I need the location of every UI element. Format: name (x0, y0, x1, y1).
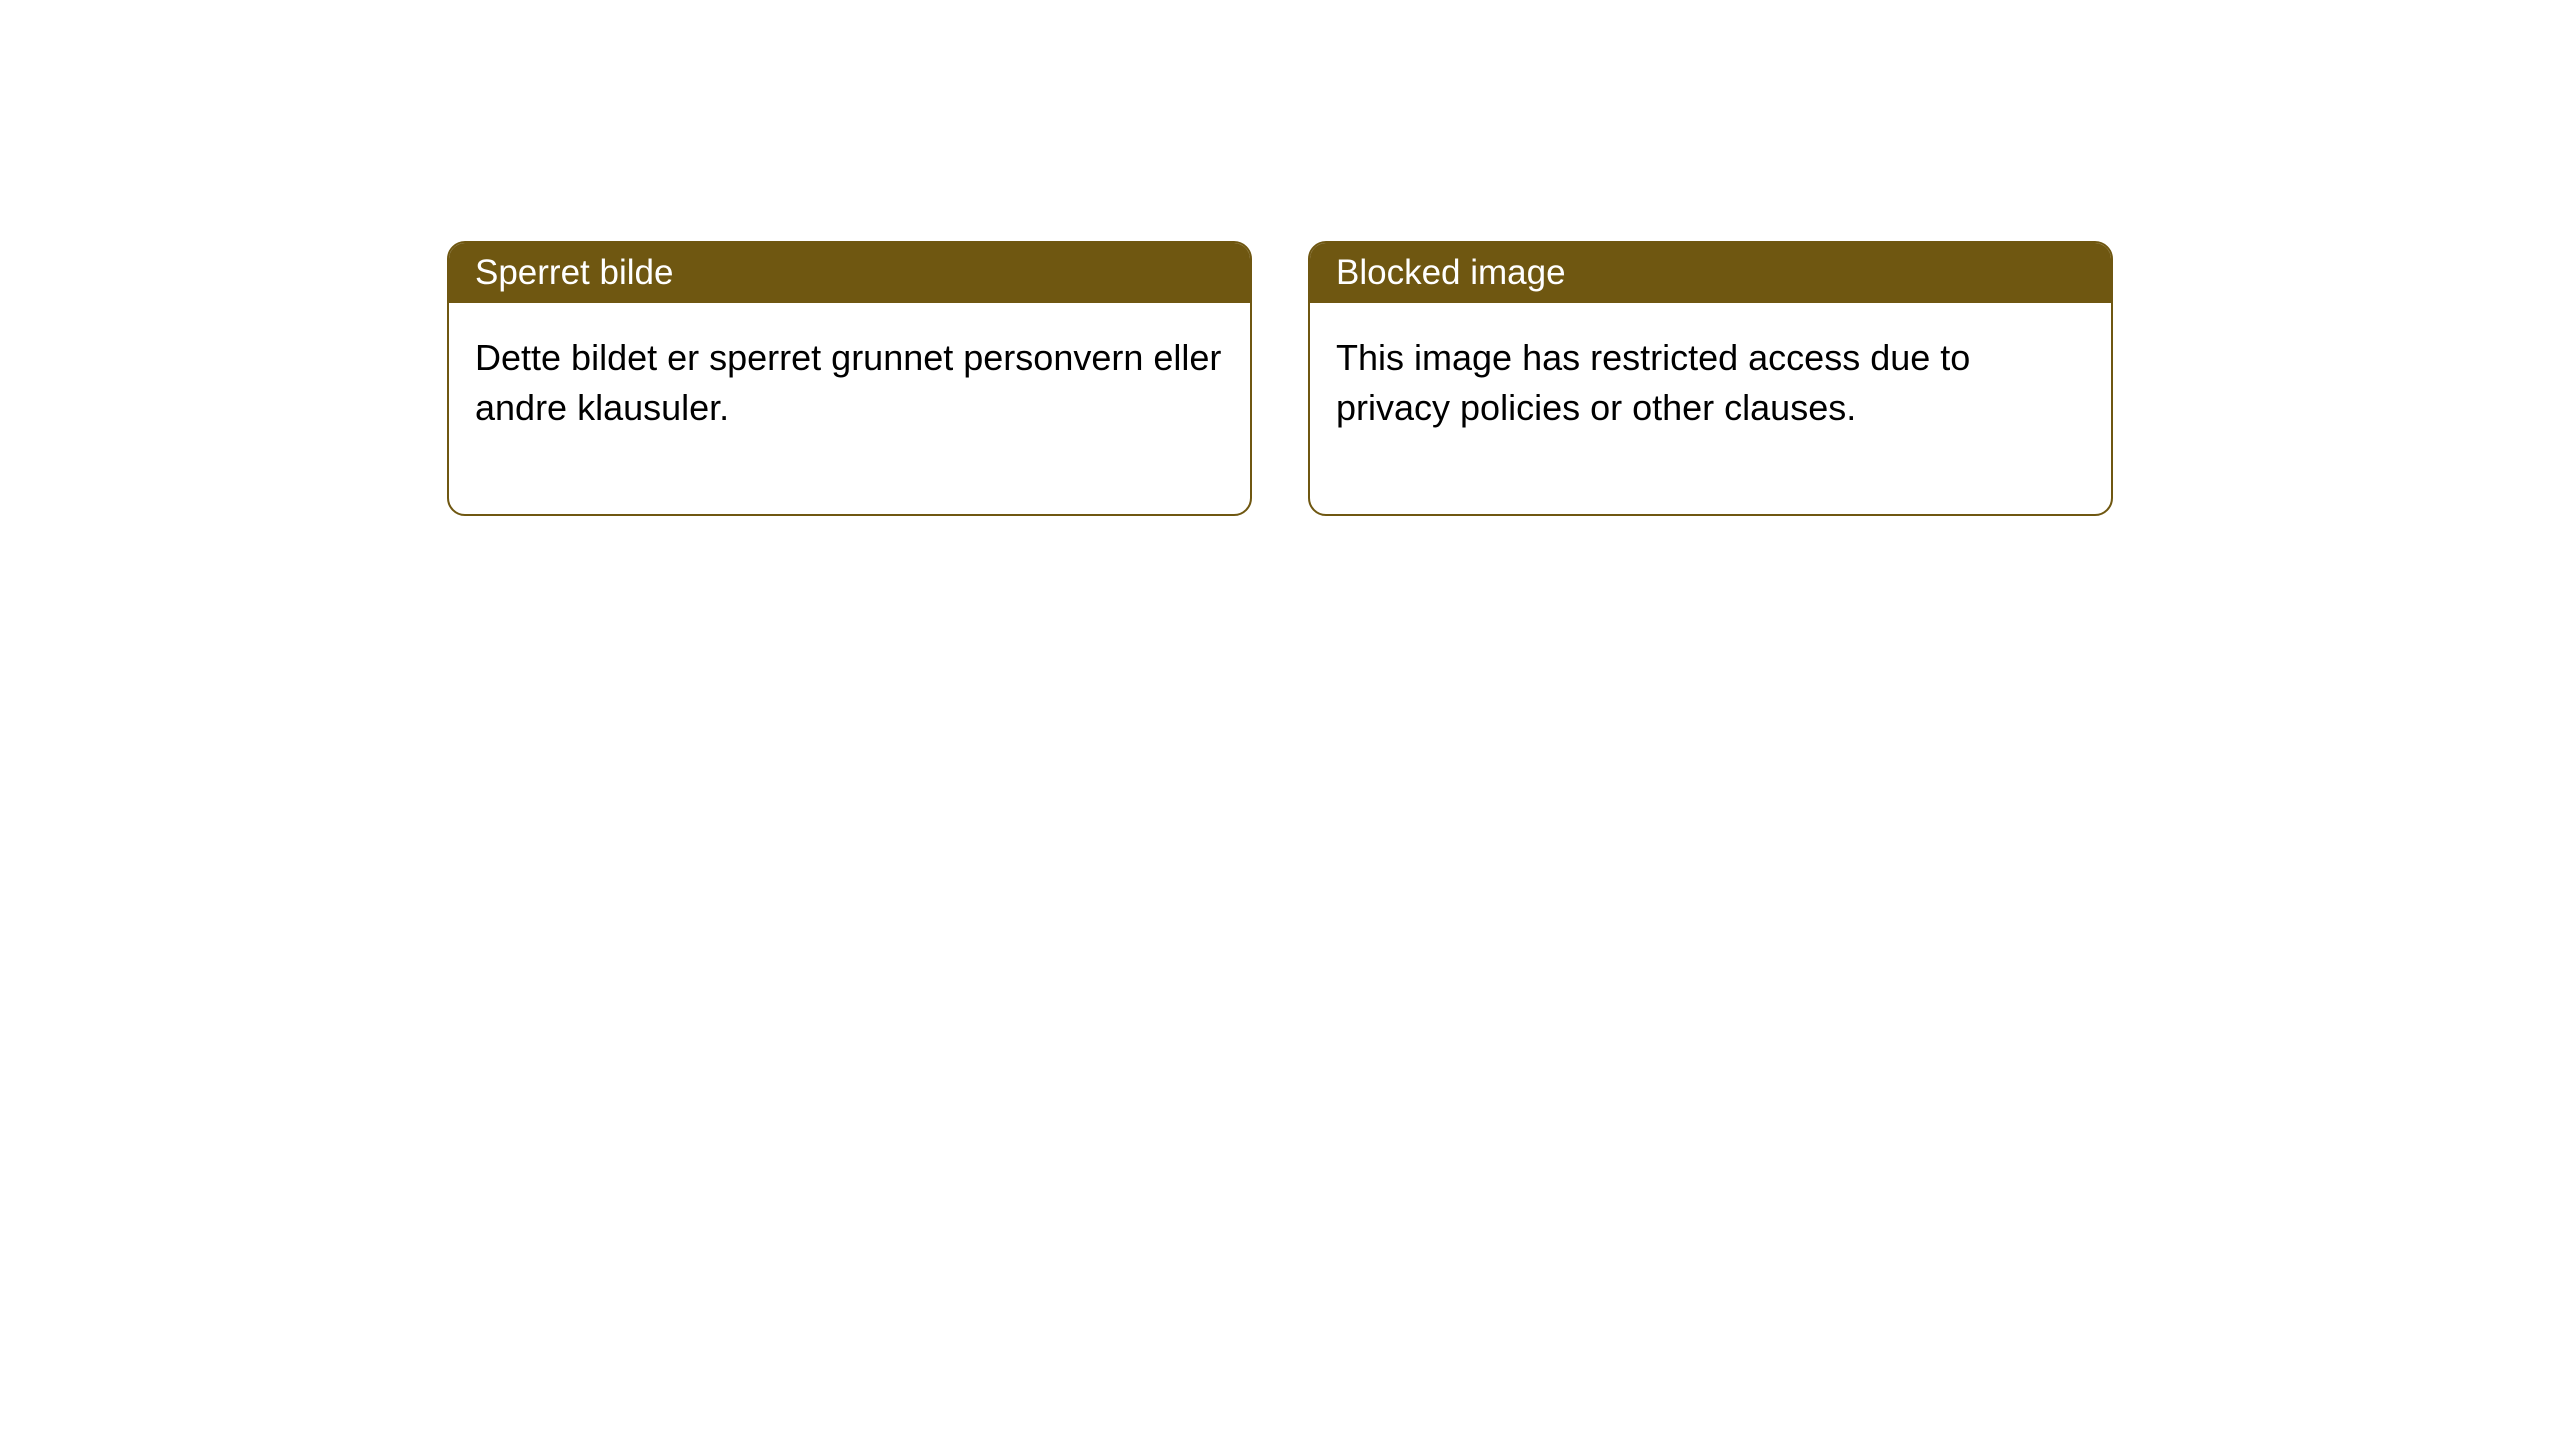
notice-header-english: Blocked image (1310, 243, 2111, 303)
notice-card-english: Blocked image This image has restricted … (1308, 241, 2113, 516)
notice-card-norwegian: Sperret bilde Dette bildet er sperret gr… (447, 241, 1252, 516)
notice-body-norwegian: Dette bildet er sperret grunnet personve… (449, 303, 1250, 514)
notice-container: Sperret bilde Dette bildet er sperret gr… (447, 241, 2113, 516)
notice-header-norwegian: Sperret bilde (449, 243, 1250, 303)
notice-body-english: This image has restricted access due to … (1310, 303, 2111, 514)
